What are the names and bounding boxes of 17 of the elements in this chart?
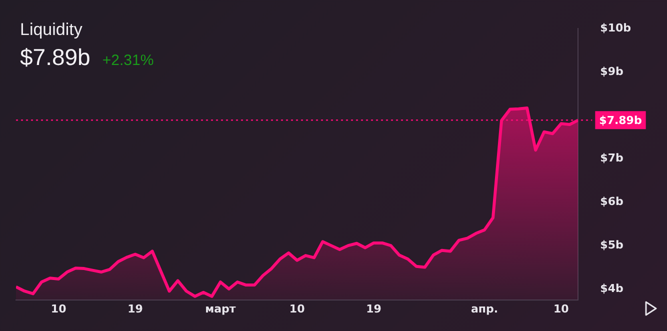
ref-line-label: $7.89b [599,114,642,128]
x-tick-label: 10 [50,302,67,316]
x-tick-label: 10 [553,302,570,316]
x-tick-label: апр. [470,302,498,316]
x-tick-label: 19 [128,302,143,316]
y-tick-label: $5b [600,238,624,252]
y-tick-label: $4b [600,282,624,295]
y-tick-label: $9b [600,64,624,78]
chart-title: Liquidity [20,20,82,40]
x-tick-label: март [205,302,236,316]
y-tick-label: $10b [600,21,632,34]
y-tick-label: $7b [600,152,624,165]
text: $7.89b [20,44,90,71]
annotation: +2.31% [102,52,154,69]
y-tick-label: $6b [600,195,624,208]
x-tick-label: 19 [366,302,382,316]
x-tick-label: 10 [289,302,306,316]
